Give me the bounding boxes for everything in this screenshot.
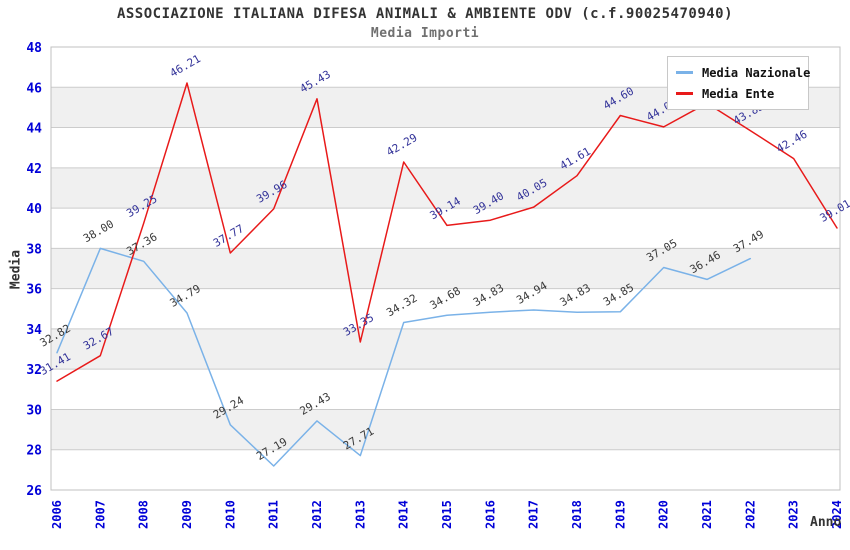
x-tick-label: 2009 xyxy=(180,500,194,529)
background-band xyxy=(51,167,840,209)
x-tick-label: 2012 xyxy=(310,500,324,529)
data-label: 46.21 xyxy=(168,52,203,80)
x-tick-label: 2006 xyxy=(50,500,64,529)
legend-item-media-nazionale: Media Nazionale xyxy=(676,62,810,83)
y-tick-label: 32 xyxy=(26,363,42,378)
y-tick-label: 36 xyxy=(26,283,42,298)
x-tick-label: 2023 xyxy=(787,500,801,529)
y-tick-label: 26 xyxy=(26,484,42,499)
series-line-media-nazionale xyxy=(56,247,752,467)
y-tick-label: 48 xyxy=(26,41,42,56)
y-tick-label: 44 xyxy=(26,122,42,137)
chart-subtitle: Media Importi xyxy=(370,26,480,41)
x-tick-label: 2010 xyxy=(223,500,237,529)
legend: Media Nazionale Media Ente xyxy=(667,56,810,110)
data-label: 38.00 xyxy=(81,217,116,245)
data-label: 42.46 xyxy=(774,128,809,156)
y-tick-label: 30 xyxy=(26,403,42,418)
y-tick-label: 38 xyxy=(26,242,42,257)
x-tick-label: 2020 xyxy=(657,500,671,529)
x-tick-label: 2021 xyxy=(700,500,714,529)
background-band xyxy=(51,409,840,450)
background-band xyxy=(51,328,840,370)
legend-item-media-ente: Media Ente xyxy=(676,83,800,104)
media-ente-line-swatch xyxy=(676,92,693,95)
x-tick-label: 2016 xyxy=(483,500,497,529)
y-tick-label: 28 xyxy=(26,444,42,459)
x-tick-label: 2018 xyxy=(570,500,584,529)
x-tick-label: 2014 xyxy=(397,500,411,529)
y-tick-label: 34 xyxy=(26,323,42,338)
x-tick-label: 2007 xyxy=(93,500,107,529)
x-tick-label: 2011 xyxy=(267,500,281,529)
x-tick-label: 2022 xyxy=(743,500,757,529)
plot-border xyxy=(50,46,841,491)
y-tick-label: 40 xyxy=(26,202,42,217)
data-label: 42.29 xyxy=(384,131,419,159)
x-tick-label: 2015 xyxy=(440,500,454,529)
data-label: 34.32 xyxy=(384,292,419,320)
legend-label-media-ente: Media Ente xyxy=(702,86,775,101)
x-tick-label: 2008 xyxy=(137,500,151,529)
media-nazionale-line-swatch xyxy=(676,71,693,74)
y-tick-label: 42 xyxy=(26,162,42,177)
x-tick-label: 2017 xyxy=(527,500,541,529)
background-band xyxy=(51,248,840,289)
chart-title: ASSOCIAZIONE ITALIANA DIFESA ANIMALI & A… xyxy=(116,6,734,22)
x-tick-label: 2013 xyxy=(353,500,367,529)
x-tick-label: 2019 xyxy=(613,500,627,529)
x-axis-title: Anno xyxy=(810,515,842,530)
y-axis-title: Media xyxy=(8,249,24,290)
legend-label-media-nazionale: Media Nazionale xyxy=(702,65,811,80)
y-tick-label: 46 xyxy=(26,81,42,96)
x-tick-label: 2024 xyxy=(830,500,844,529)
